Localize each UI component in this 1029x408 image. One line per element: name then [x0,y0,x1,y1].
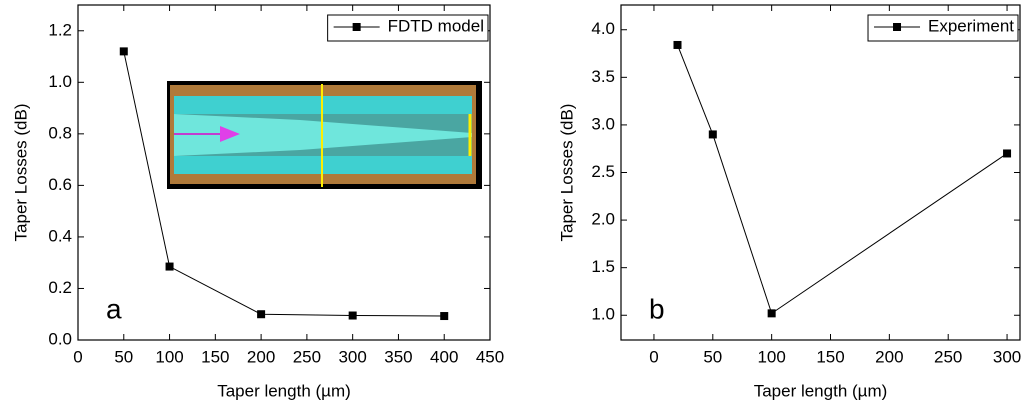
x-tick-label: 0 [73,347,82,366]
y-tick-label: 2.5 [591,162,615,181]
legend-marker [893,23,902,31]
x-tick-label: 100 [757,347,785,366]
x-axis-label: Taper length (µm) [217,381,351,400]
annotation: b [649,293,665,324]
data-point [708,130,717,139]
x-tick-label: 200 [875,347,903,366]
data-point [673,40,682,49]
y-axis-label: Taper Losses (dB) [11,104,30,242]
legend-label: FDTD model [388,16,484,35]
x-tick-label: 450 [476,347,504,366]
y-tick-label: 0.6 [48,175,72,194]
x-tick-label: 250 [934,347,962,366]
y-tick-label: 0.2 [48,278,72,297]
y-tick-label: 1.2 [48,20,72,39]
inset-diagram [167,81,482,189]
x-tick-label: 300 [993,347,1021,366]
data-point [1003,149,1012,158]
legend-marker [352,23,361,31]
x-tick-label: 400 [430,347,458,366]
x-tick-label: 250 [293,347,321,366]
y-tick-label: 1.5 [591,257,615,276]
x-axis-label: Taper length (µm) [754,381,888,400]
legend-label: Experiment [928,16,1014,35]
x-tick-label: 150 [816,347,844,366]
data-point [257,310,266,319]
y-tick-label: 4.0 [591,19,615,38]
y-tick-label: 1.0 [48,72,72,91]
y-tick-label: 3.5 [591,67,615,86]
x-tick-label: 150 [201,347,229,366]
data-point [119,47,128,56]
chart: 0 50 100 150 200 250 300 350 400 450 0.0 0.2 0.4 0.6 0… [11,4,504,400]
x-tick-label: 100 [155,347,183,366]
chart: 0 50 100 150 200 250 300 1.0 1.5 2.0 2.5 3.0 3.5 4.0 T… [557,4,1021,400]
annotation: a [106,293,122,324]
x-tick-label: 0 [649,347,658,366]
x-tick-label: 50 [114,347,133,366]
y-tick-label: 1.0 [591,305,615,324]
x-tick-label: 350 [384,347,412,366]
y-tick-label: 2.0 [591,210,615,229]
y-axis-label: Taper Losses (dB) [557,104,576,242]
y-tick-label: 0.4 [48,226,72,245]
plot-frame [620,4,1021,341]
x-tick-label: 200 [247,347,275,366]
data-point [767,309,776,318]
legend-box [867,14,1019,42]
data-point [165,262,174,271]
plot-frame [77,4,491,341]
y-tick-label: 3.0 [591,114,615,133]
y-tick-label: 0.0 [48,329,72,348]
data-point [440,312,449,321]
x-tick-label: 50 [703,347,722,366]
y-tick-label: 0.8 [48,123,72,142]
data-point [348,311,357,320]
x-tick-label: 300 [338,347,366,366]
series-line [677,44,1008,315]
